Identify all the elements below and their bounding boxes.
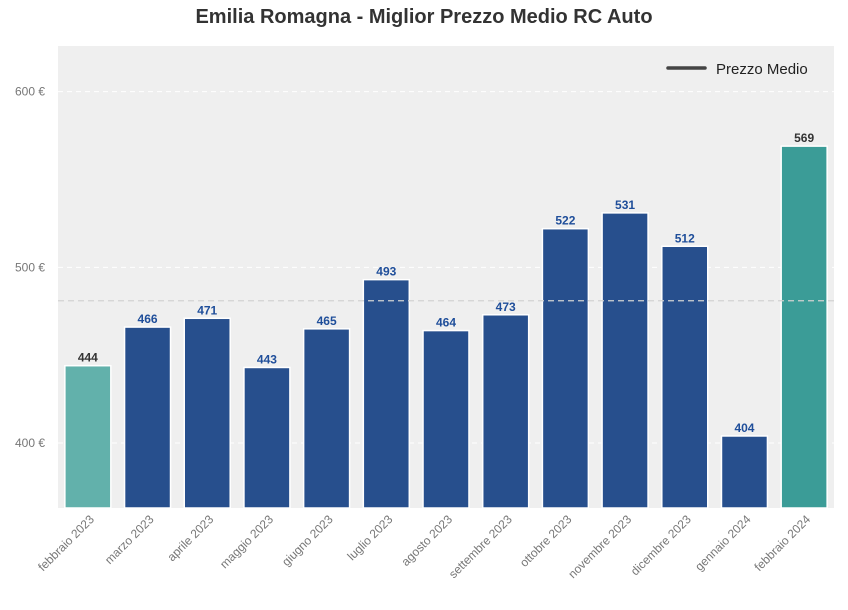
x-tick-label: maggio 2023 bbox=[217, 512, 276, 571]
x-tick-label: novembre 2023 bbox=[565, 512, 634, 581]
bar bbox=[123, 326, 172, 509]
bar bbox=[362, 278, 411, 509]
bar-value-label: 512 bbox=[675, 231, 695, 245]
x-tick-label: giugno 2023 bbox=[279, 512, 336, 569]
bar-value-label: 569 bbox=[794, 131, 814, 145]
bar bbox=[64, 364, 112, 509]
legend-label: Prezzo Medio bbox=[716, 61, 808, 78]
bar bbox=[481, 314, 530, 509]
bar bbox=[422, 329, 470, 509]
bar-value-label: 443 bbox=[257, 352, 277, 366]
bar-value-label: 466 bbox=[138, 312, 158, 326]
bars bbox=[64, 145, 828, 509]
x-tick-label: agosto 2023 bbox=[399, 512, 456, 569]
bar-value-label: 465 bbox=[317, 314, 337, 328]
x-tick-label: ottobre 2023 bbox=[517, 512, 575, 570]
legend: Prezzo Medio bbox=[666, 61, 808, 78]
bar-value-label: 444 bbox=[78, 351, 98, 365]
bar bbox=[302, 328, 351, 509]
value-labels: 444 466 471 443 465 493 464 473 522 531 512 404 569 bbox=[78, 131, 815, 435]
x-tick-label: luglio 2023 bbox=[344, 512, 395, 563]
bar bbox=[183, 317, 231, 509]
y-tick-label: 600 € bbox=[15, 85, 45, 99]
bar-value-label: 473 bbox=[496, 300, 516, 314]
bar-value-label: 493 bbox=[376, 265, 396, 279]
bar bbox=[243, 366, 291, 509]
y-tick-label: 400 € bbox=[15, 436, 45, 450]
bar bbox=[661, 245, 709, 509]
bar-value-label: 404 bbox=[734, 421, 754, 435]
bar-value-label: 522 bbox=[555, 214, 575, 228]
x-tick-label: settembre 2023 bbox=[446, 512, 515, 581]
x-axis-ticks: febbraio 2023 marzo 2023 aprile 2023 maggio… bbox=[35, 512, 813, 581]
x-tick-label: marzo 2023 bbox=[102, 512, 157, 567]
bar bbox=[541, 227, 590, 509]
bar-value-label: 464 bbox=[436, 316, 456, 330]
bar bbox=[601, 212, 649, 509]
bar bbox=[720, 435, 769, 509]
y-tick-label: 500 € bbox=[15, 260, 45, 274]
x-tick-label: aprile 2023 bbox=[164, 512, 216, 564]
y-axis-ticks: 400 € 500 € 600 € bbox=[15, 85, 45, 450]
bar bbox=[780, 145, 828, 509]
bar-value-label: 531 bbox=[615, 198, 635, 212]
x-tick-label: febbraio 2024 bbox=[751, 512, 813, 574]
bar-value-label: 471 bbox=[197, 303, 217, 317]
x-tick-label: febbraio 2023 bbox=[35, 512, 97, 574]
x-tick-label: dicembre 2023 bbox=[628, 512, 694, 578]
chart-title: Emilia Romagna - Miglior Prezzo Medio RC… bbox=[195, 6, 653, 28]
x-tick-label: gennaio 2024 bbox=[692, 512, 754, 574]
